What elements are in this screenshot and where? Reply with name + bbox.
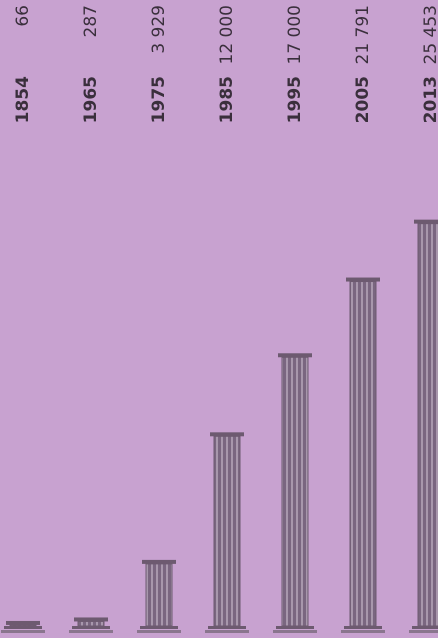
value-label: 3 929 [149,5,169,54]
column-capital [210,432,244,436]
column-base [412,626,438,629]
year-label: 1975 [149,76,169,123]
bar [350,282,376,626]
column-base [208,626,246,629]
value-label: 287 [81,5,101,37]
column-plinth [137,630,181,633]
column-plinth [205,630,249,633]
value-label: 21 791 [353,5,373,64]
year-label: 1985 [217,76,237,123]
year-label: 1965 [81,76,101,123]
column-capital [6,621,40,625]
year-label: 1995 [285,76,305,123]
year-label: 2013 [421,76,438,123]
column-base [276,626,314,629]
column-capital [346,278,380,282]
bar [146,564,172,626]
bar [282,357,308,626]
year-label: 1854 [13,76,33,123]
value-label: 12 000 [217,5,237,64]
year-label: 2005 [353,76,373,123]
column-capital [142,560,176,564]
value-label: 66 [13,5,33,27]
bar [10,625,36,626]
bar [214,436,240,626]
page: 66 1854 287 1965 3 929 1975 12 000 1985 17 000 19… [0,0,438,638]
column-base [4,626,42,629]
column-plinth [409,630,438,633]
bar [78,621,104,626]
column-plinth [341,630,385,633]
chart: 66 1854 287 1965 3 929 1975 12 000 1985 17 000 19… [0,0,438,638]
column-base [140,626,178,629]
column-plinth [1,630,45,633]
column-plinth [273,630,317,633]
column-base [344,626,382,629]
column-capital [74,617,108,621]
bar [418,224,438,626]
column-capital [278,353,312,357]
column-plinth [69,630,113,633]
value-label: 17 000 [285,5,305,64]
column-capital [414,220,438,224]
column-base [72,626,110,629]
value-label: 25 453 [421,5,438,64]
